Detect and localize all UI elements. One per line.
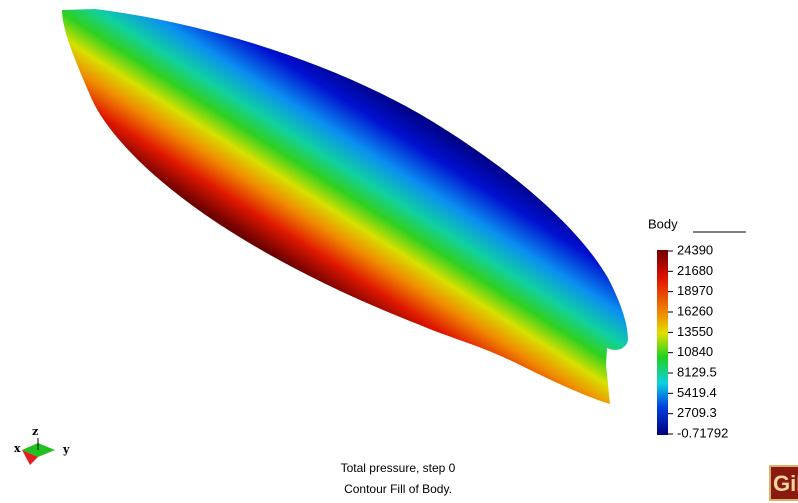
legend-title: Body	[648, 216, 678, 231]
axis-x-label: x	[14, 442, 21, 455]
legend-label: 24390	[677, 242, 713, 257]
axis-z-label: z	[32, 425, 38, 438]
viewport: Body 24390 21680 18970 16260 13550 10840 8129.…	[0, 0, 798, 503]
logo-text: GiD	[773, 471, 798, 496]
logo: GiD	[770, 466, 798, 500]
legend-label: 5419.4	[677, 385, 717, 400]
caption-line: Total pressure, step 0	[341, 461, 456, 475]
colorbar	[657, 250, 668, 435]
legend-label: 2709.3	[677, 405, 717, 420]
legend-label: 16260	[677, 303, 713, 318]
legend-label: 18970	[677, 283, 713, 298]
caption-line: Contour Fill of Body.	[344, 482, 452, 496]
legend-label: 8129.5	[677, 364, 717, 379]
axis-triad: x z y	[14, 425, 70, 465]
hull-contour	[62, 9, 628, 404]
legend-labels: 24390 21680 18970 16260 13550 10840 8129.5 5419…	[668, 242, 728, 440]
legend-label: 21680	[677, 263, 713, 278]
axis-y-label: y	[62, 443, 70, 456]
legend-label: 10840	[677, 344, 713, 359]
legend-label: 13550	[677, 324, 713, 339]
legend-label: -0.71792	[677, 425, 728, 440]
